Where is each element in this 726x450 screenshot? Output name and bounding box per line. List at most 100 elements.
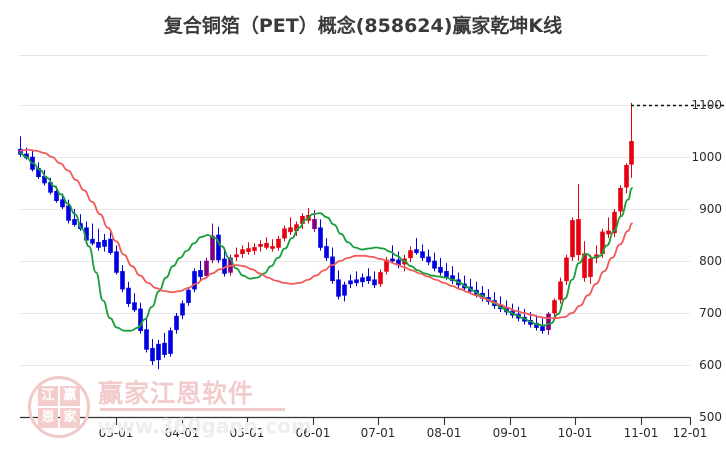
candle-body [546, 313, 551, 330]
candle-body [270, 246, 275, 249]
candlestick [198, 261, 203, 281]
candle-body [174, 315, 179, 330]
candle-body [90, 238, 95, 244]
candle-body [72, 219, 77, 225]
candlestick [336, 270, 341, 300]
ma-line [19, 148, 633, 320]
candle-body [552, 300, 557, 314]
title-divider [19, 55, 707, 56]
candle-body [240, 249, 245, 255]
candlestick [378, 269, 383, 287]
candlestick [114, 245, 119, 275]
candlestick [348, 274, 353, 289]
candlestick [192, 268, 197, 293]
candle-body [198, 270, 203, 277]
candle-body [162, 342, 167, 355]
candlestick [576, 184, 581, 261]
candlestick [450, 266, 455, 284]
candle-body [288, 227, 293, 233]
page-title: 复合铜箔（PET）概念(858624)赢家乾坤K线 [163, 15, 563, 37]
candlestick [408, 246, 413, 263]
candlestick [606, 217, 611, 239]
candle-body [120, 271, 125, 290]
candle-body [330, 256, 335, 282]
candle-body [438, 266, 443, 273]
candlestick [324, 238, 329, 261]
candlestick [618, 185, 623, 217]
candlestick [420, 244, 425, 261]
candlestick [612, 209, 617, 238]
candle-body [588, 258, 593, 277]
candlestick [372, 271, 377, 289]
candle-body [360, 277, 365, 283]
candle-body [444, 271, 449, 277]
x-axis-tick-label: 07-01 [360, 426, 396, 440]
candle-body [108, 238, 113, 253]
candlestick [288, 217, 293, 235]
y-axis-tick-label: 900 [699, 202, 722, 216]
candle-body [216, 234, 221, 261]
candle-body [378, 272, 383, 285]
candlestick [246, 242, 251, 255]
candle-body [186, 289, 191, 303]
candlestick [240, 245, 245, 258]
candlestick [174, 313, 179, 334]
candlestick [570, 217, 575, 261]
x-axis-tick-label: 11-01 [623, 426, 659, 440]
candle-body [210, 235, 215, 261]
candle-body [558, 281, 563, 300]
candle-body [144, 329, 149, 350]
candle-body [234, 254, 239, 258]
candle-body [192, 271, 197, 290]
candlestick [534, 315, 539, 331]
candle-body [629, 141, 634, 165]
y-axis-tick-label: 1100 [691, 98, 722, 112]
ma-line [19, 151, 633, 332]
candlestick [624, 163, 629, 194]
x-axis-tick-label: 10-01 [557, 426, 593, 440]
candle-body [60, 199, 65, 208]
candle-body [126, 287, 131, 304]
candle-body [432, 260, 437, 269]
candlestick [390, 245, 395, 264]
candlestick [558, 277, 563, 304]
candle-body [318, 227, 323, 248]
candle-body [66, 205, 71, 221]
candle-body [114, 251, 119, 273]
candlestick [120, 265, 125, 293]
candlestick [72, 209, 77, 227]
candle-body [204, 260, 209, 276]
candlestick [132, 293, 137, 312]
candle-body [408, 250, 413, 259]
candlestick [342, 281, 347, 302]
candle-body [156, 343, 161, 361]
y-axis-tick-label: 700 [699, 306, 722, 320]
candle-body [426, 256, 431, 263]
candlestick [354, 271, 359, 286]
candlestick [276, 236, 281, 251]
candlestick [426, 249, 431, 266]
candle-body [606, 230, 611, 235]
candle-body [324, 246, 329, 259]
x-axis-tick-label: 05-01 [229, 426, 265, 440]
candle-body [390, 258, 395, 262]
candle-body [372, 279, 377, 286]
candlestick [552, 298, 557, 319]
candlestick [144, 318, 149, 353]
candlestick [258, 240, 263, 252]
candle-body [534, 323, 539, 328]
candle-body [258, 244, 263, 247]
candlestick [432, 252, 437, 272]
candlestick [282, 225, 287, 242]
candlestick [162, 332, 167, 358]
candlestick [414, 238, 419, 255]
candlestick [438, 257, 443, 276]
candlestick [96, 228, 101, 251]
candle-body [276, 238, 281, 248]
candle-body [138, 308, 143, 331]
x-axis-tick-label: 08-01 [426, 426, 462, 440]
